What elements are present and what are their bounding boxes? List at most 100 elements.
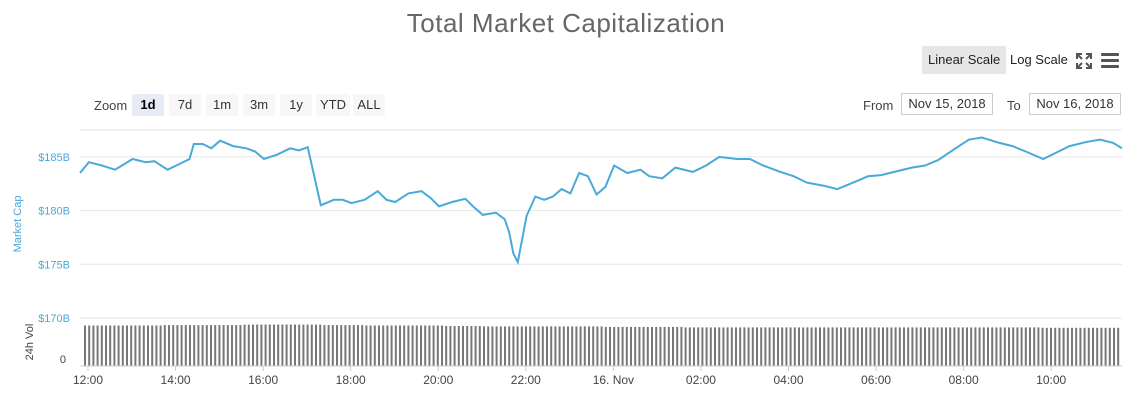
volume-bar bbox=[264, 324, 267, 366]
volume-bar bbox=[823, 327, 826, 366]
volume-bar bbox=[697, 327, 700, 366]
volume-bar bbox=[273, 324, 275, 366]
volume-bar bbox=[882, 327, 884, 366]
volume-bar bbox=[575, 326, 578, 366]
volume-bar bbox=[319, 324, 322, 366]
volume-bar bbox=[1045, 327, 1048, 366]
volume-bar bbox=[1066, 327, 1069, 366]
zoom-1y-button[interactable]: 1y bbox=[280, 94, 312, 116]
volume-bar bbox=[709, 327, 712, 366]
volume-bar bbox=[646, 326, 649, 366]
volume-bar bbox=[281, 324, 284, 366]
volume-bar bbox=[1075, 327, 1078, 366]
volume-bar bbox=[105, 325, 107, 366]
volume-bar bbox=[491, 326, 494, 366]
volume-bar bbox=[814, 327, 817, 366]
volume-bar bbox=[907, 327, 910, 366]
zoom-1d-button[interactable]: 1d bbox=[132, 94, 164, 116]
expand-icon[interactable] bbox=[1075, 52, 1093, 70]
volume-bar bbox=[1020, 327, 1023, 366]
volume-bar bbox=[121, 325, 124, 366]
volume-bar bbox=[592, 326, 595, 366]
volume-bar bbox=[172, 325, 175, 366]
volume-bar bbox=[222, 325, 225, 366]
volume-bar bbox=[961, 327, 964, 366]
volume-bar bbox=[844, 327, 847, 366]
y-tick-label: $180B bbox=[38, 206, 70, 218]
volume-bar bbox=[126, 325, 128, 366]
volume-bar bbox=[1079, 327, 1082, 366]
volume-bar bbox=[781, 327, 784, 366]
volume-bar bbox=[579, 326, 582, 366]
volume-bar bbox=[999, 327, 1002, 366]
from-date-input[interactable] bbox=[901, 93, 993, 115]
volume-bar bbox=[970, 327, 973, 366]
volume-bar bbox=[189, 325, 191, 366]
volume-bar bbox=[163, 325, 166, 366]
volume-bar bbox=[747, 327, 750, 366]
volume-bar bbox=[449, 326, 452, 366]
volume-bar bbox=[487, 326, 490, 366]
volume-bar bbox=[1037, 327, 1040, 366]
volume-bar bbox=[113, 325, 116, 366]
volume-bar bbox=[117, 325, 120, 366]
log-scale-button[interactable]: Log Scale bbox=[1010, 52, 1068, 67]
volume-bar bbox=[630, 326, 632, 366]
volume-bar bbox=[495, 326, 498, 366]
volume-bar bbox=[268, 324, 271, 366]
volume-bar bbox=[239, 325, 242, 366]
volume-bar bbox=[352, 325, 355, 366]
from-label: From bbox=[863, 98, 894, 113]
volume-bar bbox=[1033, 327, 1036, 366]
volume-bar bbox=[1071, 327, 1073, 366]
volume-bar bbox=[642, 326, 645, 366]
zoom-7d-button[interactable]: 7d bbox=[169, 94, 201, 116]
volume-bar bbox=[861, 327, 863, 366]
volume-bar bbox=[730, 327, 733, 366]
volume-bar bbox=[365, 325, 368, 366]
volume-bar bbox=[1100, 327, 1103, 366]
to-date-input[interactable] bbox=[1029, 93, 1121, 115]
volume-bar bbox=[92, 325, 95, 366]
volume-bar bbox=[399, 325, 401, 366]
volume-bar bbox=[294, 324, 296, 366]
volume-bar bbox=[982, 327, 985, 366]
volume-bar bbox=[1096, 327, 1099, 366]
volume-bar bbox=[911, 327, 914, 366]
volume-bar bbox=[428, 325, 431, 366]
volume-bar bbox=[798, 327, 800, 366]
volume-bar bbox=[974, 327, 977, 366]
volume-bar bbox=[205, 325, 208, 366]
volume-bar bbox=[369, 325, 372, 366]
volume-bar bbox=[655, 326, 658, 366]
volume-bar bbox=[537, 326, 540, 366]
volume-bar bbox=[1008, 327, 1010, 366]
zoom-all-button[interactable]: ALL bbox=[353, 94, 385, 116]
volume-bar bbox=[340, 325, 343, 366]
volume-bar bbox=[499, 326, 502, 366]
x-tick-label: 06:00 bbox=[861, 373, 891, 387]
volume-bar bbox=[953, 327, 956, 366]
volume-bar bbox=[289, 324, 292, 366]
zoom-3m-button[interactable]: 3m bbox=[243, 94, 275, 116]
volume-bar bbox=[714, 327, 716, 366]
volume-bar bbox=[966, 327, 968, 366]
x-tick-label: 20:00 bbox=[423, 373, 453, 387]
volume-bar bbox=[945, 327, 947, 366]
volume-bar bbox=[995, 327, 998, 366]
volume-bar bbox=[659, 326, 662, 366]
volume-bar bbox=[625, 326, 628, 366]
volume-bar bbox=[873, 327, 876, 366]
zoom-ytd-button[interactable]: YTD bbox=[316, 94, 350, 116]
volume-bar bbox=[155, 325, 158, 366]
linear-scale-button[interactable]: Linear Scale bbox=[922, 46, 1007, 74]
volume-bar bbox=[634, 326, 637, 366]
y-axis-ticks: $170B $175B $180B $185B bbox=[38, 152, 70, 325]
volume-bar bbox=[420, 325, 422, 366]
volume-bar bbox=[903, 327, 905, 366]
zoom-1m-button[interactable]: 1m bbox=[206, 94, 238, 116]
volume-bar bbox=[583, 326, 586, 366]
volume-bar bbox=[134, 325, 137, 366]
volume-bar bbox=[327, 325, 330, 366]
hamburger-menu-icon[interactable] bbox=[1101, 53, 1119, 69]
